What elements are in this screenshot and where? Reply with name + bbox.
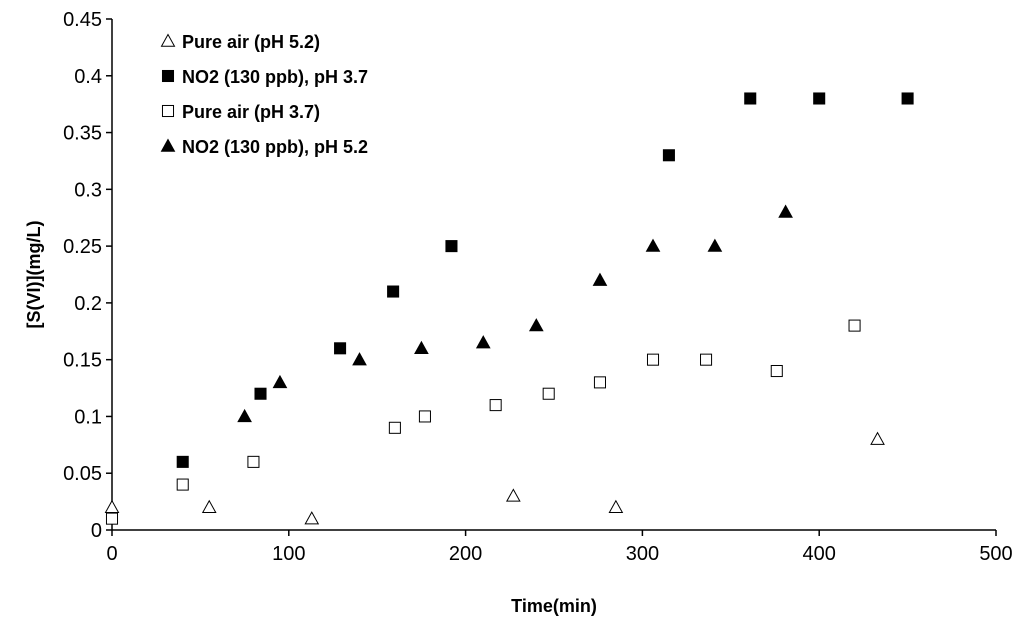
x-ticks: 0 100 200 300 400 500: [106, 530, 1013, 565]
axes: [111, 19, 996, 531]
y-tick-label: 0.2: [74, 293, 102, 315]
y-tick-label: 0.15: [63, 350, 102, 372]
y-tick-label: 0.3: [74, 179, 102, 201]
data-point: [418, 410, 431, 423]
legend-label: NO2 (130 ppb), pH 3.7: [182, 67, 368, 87]
data-point: [770, 364, 783, 378]
series-layer: [104, 92, 914, 525]
legend-item: NO2 (130 ppb), pH 5.2: [160, 137, 368, 157]
data-point: [247, 455, 260, 468]
data-point: [272, 374, 288, 389]
x-tick-label: 100: [272, 543, 305, 565]
data-point: [176, 478, 189, 491]
legend-marker: [161, 69, 175, 83]
data-point: [592, 272, 608, 286]
data-point: [901, 92, 914, 105]
data-point: [414, 340, 429, 355]
data-point: [254, 387, 267, 400]
y-tick-label: 0.25: [63, 236, 102, 258]
data-point: [475, 335, 491, 349]
data-point: [744, 92, 757, 105]
data-point: [646, 353, 660, 366]
data-point: [489, 399, 502, 412]
data-point: [848, 319, 861, 332]
data-point: [778, 204, 793, 218]
legend: Pure air (pH 5.2) NO2 (130 ppb), pH 3.7 Pu…: [160, 32, 368, 157]
data-point: [352, 352, 367, 366]
x-axis-title: Time(min): [511, 596, 597, 616]
data-point: [445, 240, 458, 253]
y-tick-label: 0.05: [63, 463, 102, 485]
series-1: [104, 431, 885, 525]
data-point: [813, 92, 826, 105]
y-axis-title: [S(VI)](mg/L): [24, 221, 44, 329]
legend-label: Pure air (pH 5.2): [182, 32, 320, 52]
data-point: [662, 149, 675, 162]
x-tick-label: 300: [626, 543, 659, 565]
data-point: [593, 376, 606, 389]
data-point: [645, 238, 661, 252]
legend-label: Pure air (pH 3.7): [182, 102, 320, 122]
legend-label: NO2 (130 ppb), pH 5.2: [182, 137, 368, 157]
legend-item: Pure air (pH 5.2): [160, 32, 320, 52]
data-point: [542, 387, 555, 400]
series-3: [105, 319, 861, 525]
series-2: [176, 92, 914, 468]
data-point: [707, 238, 723, 252]
data-point: [388, 421, 401, 434]
legend-marker: [160, 33, 176, 47]
data-point: [237, 408, 252, 423]
y-tick-label: 0.35: [63, 123, 102, 145]
legend-item: NO2 (130 ppb), pH 3.7: [161, 67, 368, 87]
legend-marker: [161, 104, 175, 118]
x-tick-label: 500: [979, 543, 1012, 565]
x-tick-label: 0: [106, 543, 117, 565]
data-point: [105, 512, 119, 525]
data-point: [700, 353, 713, 366]
y-tick-label: 0: [91, 520, 102, 542]
data-point: [304, 511, 320, 525]
y-tick-label: 0.45: [63, 9, 102, 31]
data-point: [528, 318, 544, 332]
series-4: [237, 204, 793, 423]
data-point: [176, 455, 189, 468]
data-point: [870, 431, 885, 445]
legend-item: Pure air (pH 3.7): [161, 102, 320, 122]
data-point: [608, 499, 624, 513]
y-tick-label: 0.1: [74, 406, 102, 428]
x-tick-label: 200: [449, 543, 482, 565]
data-point: [201, 499, 217, 513]
legend-marker: [160, 138, 176, 152]
y-tick-label: 0.4: [74, 66, 102, 88]
data-point: [104, 499, 120, 513]
y-ticks: 0 0.05 0.1 0.15 0.2 0.25 0.3 0.35 0.4 0.45: [63, 9, 112, 542]
data-point: [505, 488, 521, 502]
x-tick-label: 400: [803, 543, 836, 565]
data-point: [387, 285, 400, 298]
data-point: [334, 342, 347, 355]
